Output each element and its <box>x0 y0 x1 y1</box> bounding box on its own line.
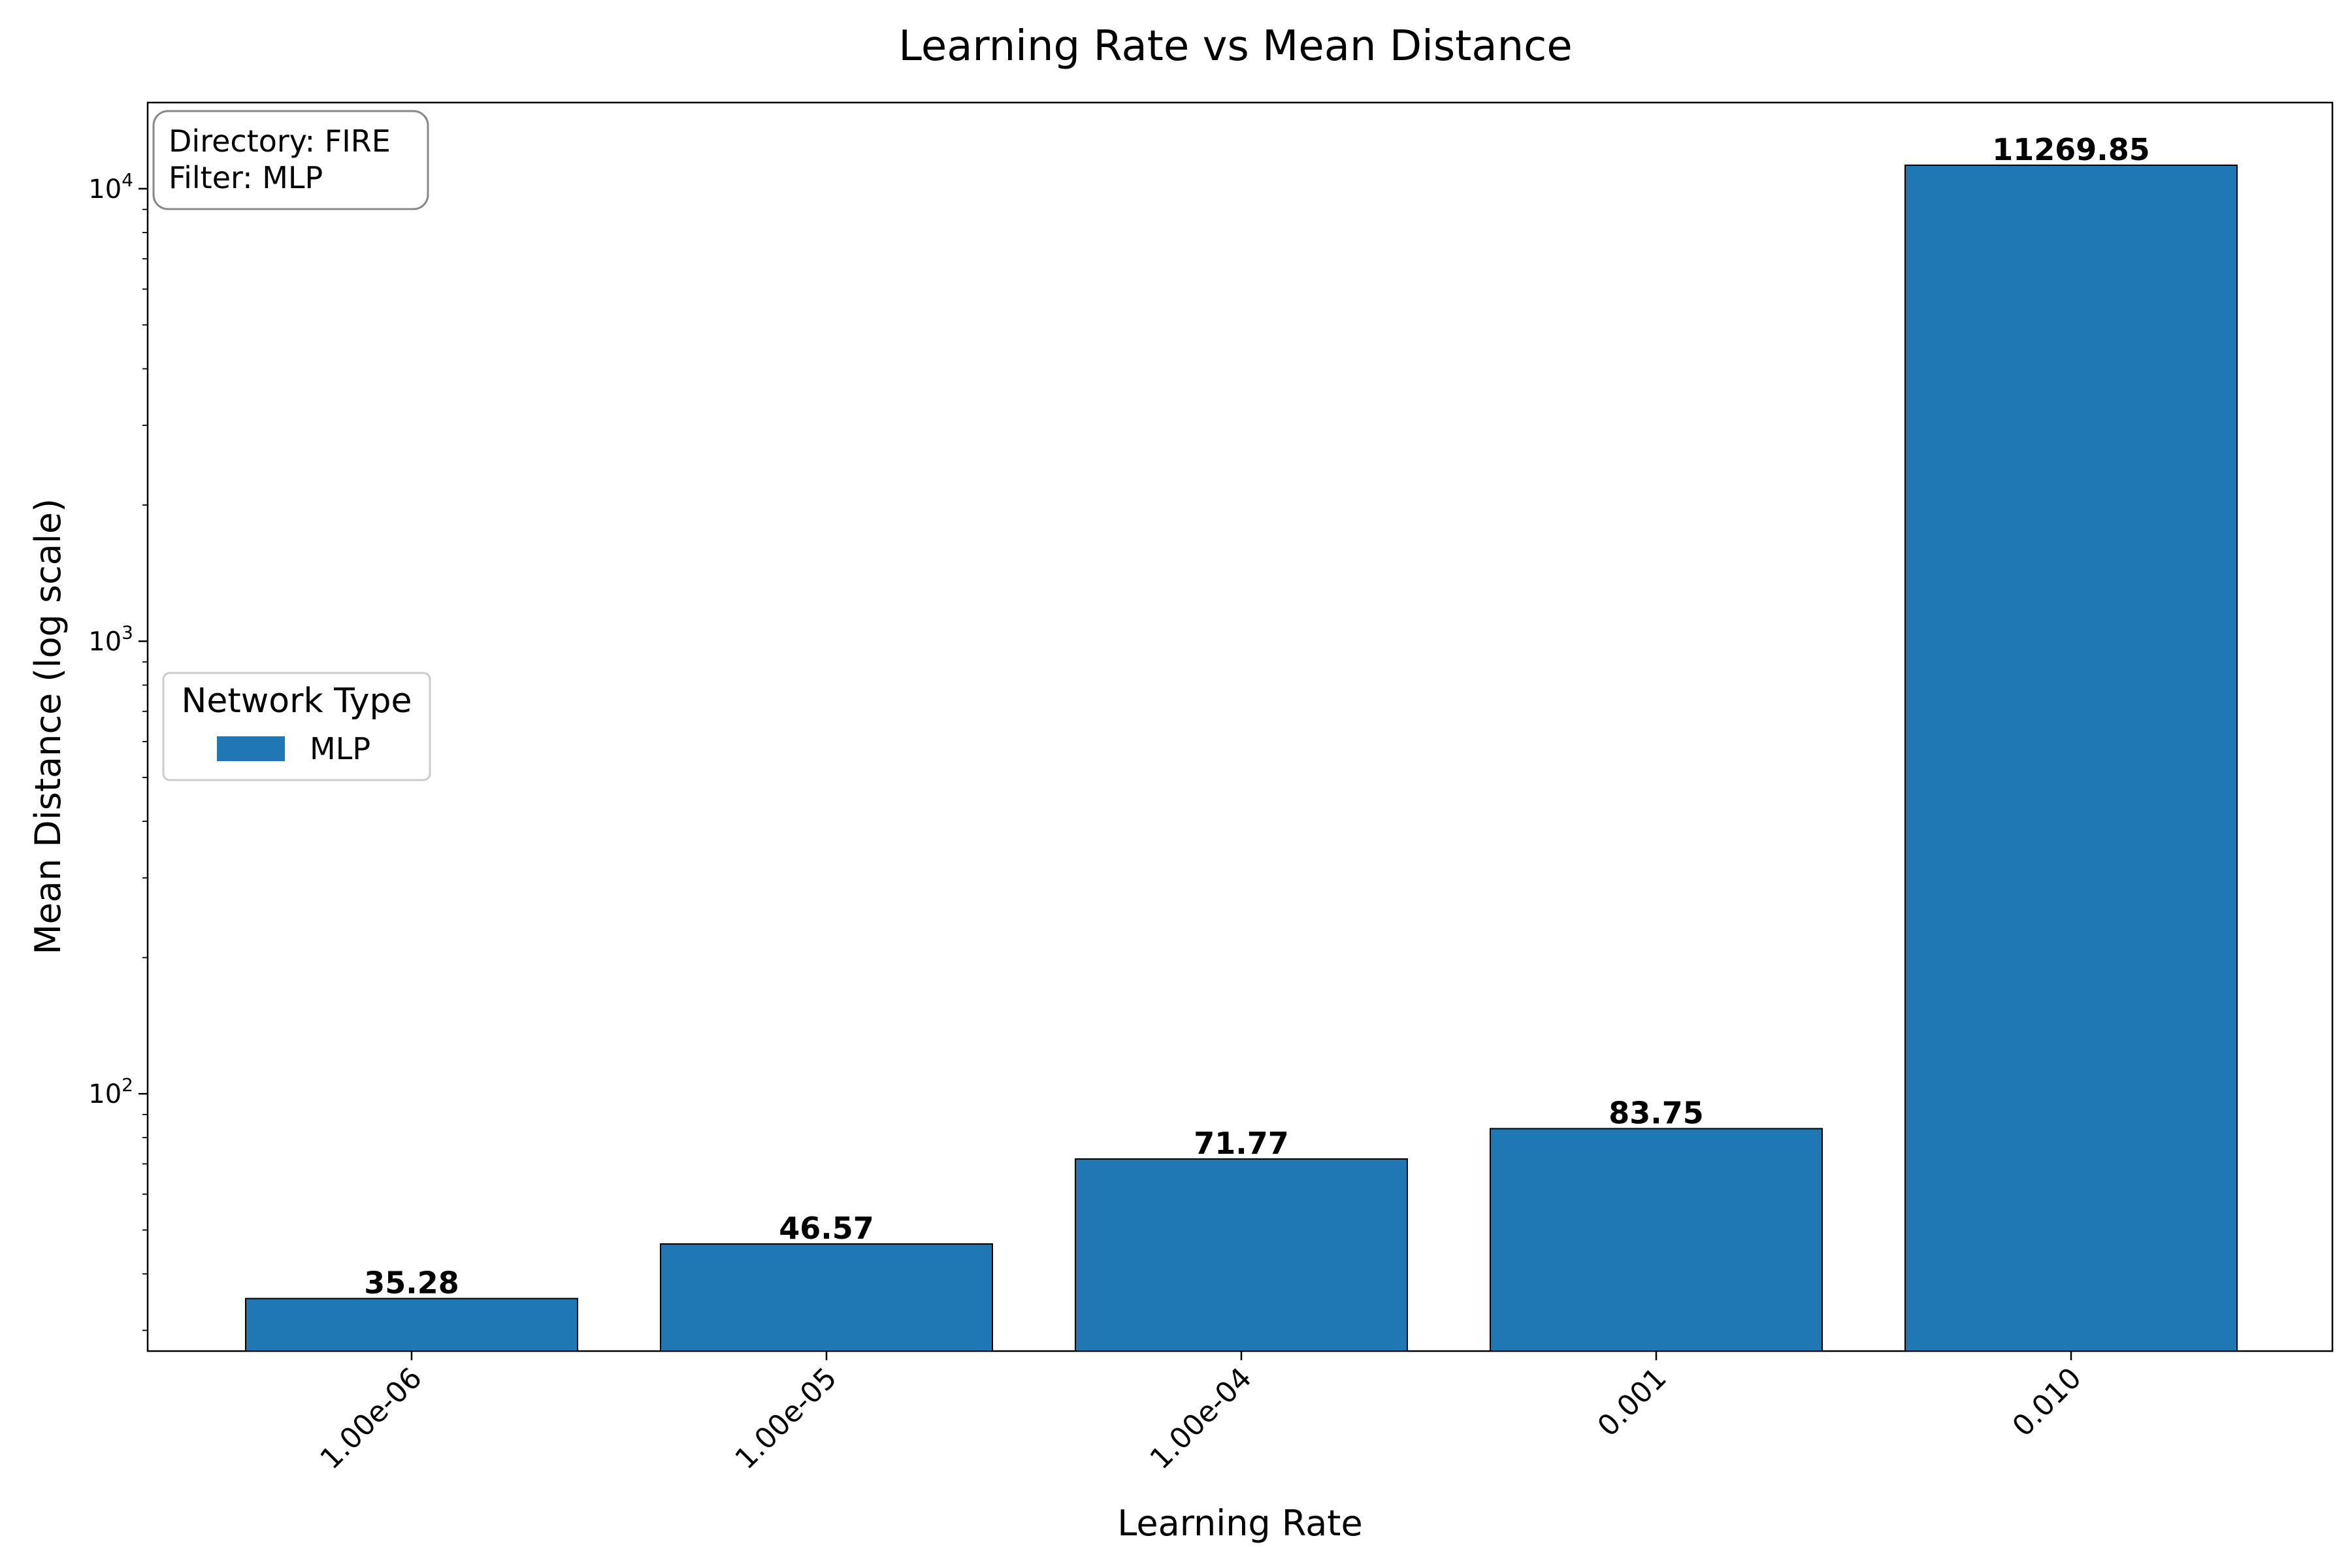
bar-0.001 <box>1490 1128 1823 1352</box>
legend-swatch-mlp <box>217 736 285 761</box>
bar-value-label: 71.77 <box>1194 1126 1289 1161</box>
bar-0.010 <box>1904 164 2238 1352</box>
legend-entry-mlp: MLP <box>310 731 370 766</box>
bar-value-label: 83.75 <box>1609 1095 1704 1130</box>
x-tick-label: 1.00e-05 <box>728 1362 843 1476</box>
legend-title: Network Type <box>181 681 412 721</box>
bar-1.00e-05 <box>660 1243 993 1352</box>
y-tick-label: 102 <box>88 1074 133 1109</box>
x-tick-label: 1.00e-04 <box>1143 1362 1258 1476</box>
x-axis-label: Learning Rate <box>1117 1503 1362 1544</box>
bar-1.00e-06 <box>245 1298 578 1352</box>
bar-value-label: 11269.85 <box>1992 132 2150 167</box>
x-tick-label: 1.00e-06 <box>314 1362 428 1476</box>
y-tick-label: 103 <box>88 621 133 657</box>
info-directory: Directory: FIRE <box>169 123 391 159</box>
y-tick-label: 104 <box>88 169 133 204</box>
x-tick-label: 0.010 <box>2006 1362 2088 1443</box>
bar-value-label: 46.57 <box>779 1211 874 1246</box>
x-tick-label: 0.001 <box>1592 1362 1673 1443</box>
bar-value-label: 35.28 <box>364 1266 459 1301</box>
info-filter: Filter: MLP <box>169 160 323 195</box>
info-box: Directory: FIRE Filter: MLP <box>152 110 429 210</box>
legend: Network Type MLP <box>162 672 431 781</box>
chart-title: Learning Rate vs Mean Distance <box>898 22 1572 71</box>
bar-1.00e-04 <box>1075 1158 1408 1352</box>
y-axis-label: Mean Distance (log scale) <box>27 498 69 955</box>
